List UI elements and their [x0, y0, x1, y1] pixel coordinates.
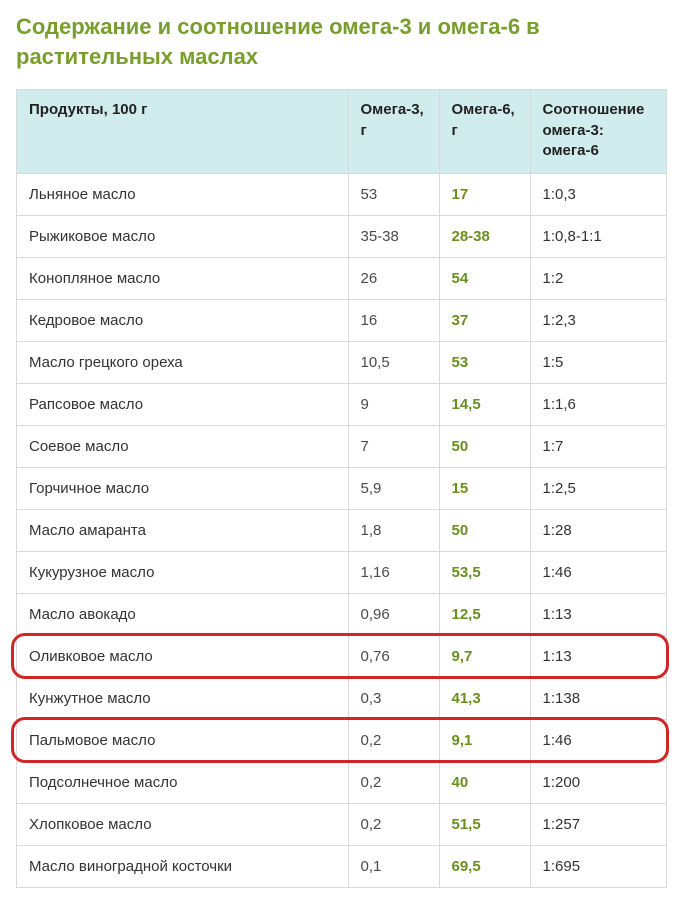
col-header-ratio: Соотношение омега-3: омега-6: [530, 90, 667, 174]
cell-product: Кукурузное масло: [17, 552, 349, 594]
cell-omega6: 69,5: [439, 846, 530, 888]
cell-omega6: 12,5: [439, 594, 530, 636]
cell-product: Хлопковое масло: [17, 804, 349, 846]
cell-omega3: 7: [348, 426, 439, 468]
table-row: Хлопковое масло0,251,51:257: [17, 804, 667, 846]
table-row: Кедровое масло16371:2,3: [17, 300, 667, 342]
cell-product: Подсолнечное масло: [17, 762, 349, 804]
cell-ratio: 1:695: [530, 846, 667, 888]
cell-ratio: 1:5: [530, 342, 667, 384]
cell-omega3: 10,5: [348, 342, 439, 384]
cell-omega6: 53: [439, 342, 530, 384]
table-row: Кунжутное масло0,341,31:138: [17, 678, 667, 720]
cell-omega3: 35-38: [348, 216, 439, 258]
table-row: Соевое масло7501:7: [17, 426, 667, 468]
table-row: Горчичное масло5,9151:2,5: [17, 468, 667, 510]
cell-ratio: 1:200: [530, 762, 667, 804]
cell-product: Соевое масло: [17, 426, 349, 468]
cell-omega3: 0,1: [348, 846, 439, 888]
cell-ratio: 1:46: [530, 552, 667, 594]
cell-omega6: 14,5: [439, 384, 530, 426]
cell-product: Рапсовое масло: [17, 384, 349, 426]
cell-omega3: 0,2: [348, 720, 439, 762]
page-title: Содержание и соотношение омега-3 и омега…: [16, 12, 667, 71]
cell-product: Льняное масло: [17, 174, 349, 216]
table-row: Масло авокадо0,9612,51:13: [17, 594, 667, 636]
cell-omega6: 37: [439, 300, 530, 342]
cell-product: Масло авокадо: [17, 594, 349, 636]
cell-omega6: 41,3: [439, 678, 530, 720]
col-header-product: Продукты, 100 г: [17, 90, 349, 174]
table-row: Рапсовое масло914,51:1,6: [17, 384, 667, 426]
cell-product: Масло виноградной косточки: [17, 846, 349, 888]
cell-ratio: 1:46: [530, 720, 667, 762]
cell-omega3: 0,76: [348, 636, 439, 678]
cell-product: Кедровое масло: [17, 300, 349, 342]
cell-ratio: 1:13: [530, 636, 667, 678]
table-row: Подсолнечное масло0,2401:200: [17, 762, 667, 804]
cell-ratio: 1:0,3: [530, 174, 667, 216]
cell-omega3: 0,96: [348, 594, 439, 636]
cell-ratio: 1:2,3: [530, 300, 667, 342]
cell-omega6: 50: [439, 426, 530, 468]
cell-omega3: 1,8: [348, 510, 439, 552]
table-row: Льняное масло53171:0,3: [17, 174, 667, 216]
cell-product: Оливковое масло: [17, 636, 349, 678]
cell-omega6: 53,5: [439, 552, 530, 594]
cell-omega3: 1,16: [348, 552, 439, 594]
cell-ratio: 1:0,8-1:1: [530, 216, 667, 258]
col-header-omega6: Омега-6, г: [439, 90, 530, 174]
table-row: Пальмовое масло0,29,11:46: [17, 720, 667, 762]
cell-product: Конопляное масло: [17, 258, 349, 300]
table-row: Масло грецкого ореха10,5531:5: [17, 342, 667, 384]
cell-ratio: 1:138: [530, 678, 667, 720]
cell-omega6: 51,5: [439, 804, 530, 846]
cell-omega3: 0,3: [348, 678, 439, 720]
cell-ratio: 1:28: [530, 510, 667, 552]
cell-omega6: 17: [439, 174, 530, 216]
cell-ratio: 1:7: [530, 426, 667, 468]
table-row: Масло амаранта1,8501:28: [17, 510, 667, 552]
cell-omega6: 54: [439, 258, 530, 300]
cell-ratio: 1:1,6: [530, 384, 667, 426]
cell-omega6: 9,7: [439, 636, 530, 678]
cell-omega3: 53: [348, 174, 439, 216]
cell-omega6: 40: [439, 762, 530, 804]
cell-ratio: 1:257: [530, 804, 667, 846]
cell-omega6: 50: [439, 510, 530, 552]
cell-omega6: 15: [439, 468, 530, 510]
cell-omega3: 16: [348, 300, 439, 342]
table-row: Конопляное масло26541:2: [17, 258, 667, 300]
cell-omega3: 5,9: [348, 468, 439, 510]
table-row: Оливковое масло0,769,71:13: [17, 636, 667, 678]
cell-omega3: 26: [348, 258, 439, 300]
table-row: Рыжиковое масло35-3828-381:0,8-1:1: [17, 216, 667, 258]
col-header-omega3: Омега-3, г: [348, 90, 439, 174]
cell-omega6: 9,1: [439, 720, 530, 762]
cell-product: Кунжутное масло: [17, 678, 349, 720]
table-row: Масло виноградной косточки0,169,51:695: [17, 846, 667, 888]
cell-product: Рыжиковое масло: [17, 216, 349, 258]
cell-product: Масло грецкого ореха: [17, 342, 349, 384]
cell-omega6: 28-38: [439, 216, 530, 258]
cell-omega3: 0,2: [348, 804, 439, 846]
cell-ratio: 1:13: [530, 594, 667, 636]
table-body: Льняное масло53171:0,3Рыжиковое масло35-…: [17, 174, 667, 888]
table-row: Кукурузное масло1,1653,51:46: [17, 552, 667, 594]
cell-ratio: 1:2: [530, 258, 667, 300]
cell-product: Масло амаранта: [17, 510, 349, 552]
cell-ratio: 1:2,5: [530, 468, 667, 510]
table-header-row: Продукты, 100 г Омега-3, г Омега-6, г Со…: [17, 90, 667, 174]
cell-omega3: 9: [348, 384, 439, 426]
cell-omega3: 0,2: [348, 762, 439, 804]
cell-product: Пальмовое масло: [17, 720, 349, 762]
omega-table: Продукты, 100 г Омега-3, г Омега-6, г Со…: [16, 89, 667, 888]
table-container: Продукты, 100 г Омега-3, г Омега-6, г Со…: [16, 89, 667, 888]
cell-product: Горчичное масло: [17, 468, 349, 510]
